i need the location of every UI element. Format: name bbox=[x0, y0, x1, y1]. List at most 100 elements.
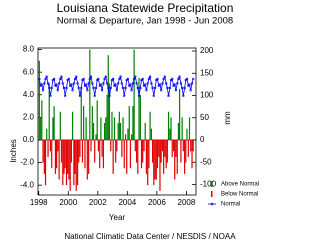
bar bbox=[78, 139, 80, 163]
bar bbox=[105, 117, 107, 140]
normal-point bbox=[164, 82, 168, 85]
bar bbox=[57, 139, 59, 152]
normal-point bbox=[174, 89, 178, 92]
normal-point bbox=[159, 89, 163, 92]
bar bbox=[171, 139, 173, 157]
bar bbox=[129, 139, 132, 169]
bar bbox=[80, 89, 82, 140]
normal-point bbox=[182, 94, 185, 98]
bar bbox=[62, 139, 64, 186]
normal-point bbox=[132, 77, 136, 81]
bar bbox=[180, 139, 182, 163]
bar bbox=[119, 123, 122, 140]
bar bbox=[73, 139, 75, 186]
normal-point bbox=[151, 86, 154, 90]
legend-swatch bbox=[211, 191, 213, 197]
legend-label: Normal bbox=[221, 202, 240, 208]
bar bbox=[88, 139, 90, 174]
normal-point bbox=[167, 94, 170, 98]
bar bbox=[90, 139, 92, 152]
bar bbox=[159, 139, 161, 191]
bar bbox=[132, 106, 134, 140]
normal-point bbox=[166, 86, 169, 90]
bar bbox=[83, 106, 85, 140]
normal-point bbox=[38, 77, 41, 81]
normal-point bbox=[86, 89, 89, 92]
normal-point bbox=[163, 75, 167, 78]
chart-subtitle: Normal & Departure, Jan 1998 - Jun 2008 bbox=[57, 16, 233, 27]
legend-swatch bbox=[210, 202, 214, 206]
bar bbox=[49, 139, 52, 152]
normal-point bbox=[114, 83, 117, 86]
normal-point bbox=[176, 82, 179, 85]
bar bbox=[110, 139, 112, 152]
normal-point bbox=[135, 82, 138, 85]
normal-point bbox=[137, 94, 141, 98]
bar bbox=[102, 139, 105, 169]
bar bbox=[177, 123, 180, 140]
bar bbox=[108, 83, 111, 140]
normal-point bbox=[105, 82, 109, 85]
normal-point bbox=[80, 86, 83, 90]
normal-point bbox=[126, 77, 130, 81]
normal-point bbox=[179, 82, 183, 85]
y2-tick-label: -100 bbox=[200, 180, 217, 189]
normal-point bbox=[100, 89, 104, 92]
bar bbox=[68, 139, 70, 180]
bar bbox=[94, 139, 96, 163]
x-tick-label: 2008 bbox=[178, 198, 196, 207]
y2-axis-label: mm bbox=[223, 111, 232, 125]
y-tick-label: 2.0 bbox=[23, 112, 35, 121]
bar bbox=[138, 77, 140, 140]
normal-point bbox=[52, 77, 56, 81]
normal-point bbox=[118, 77, 121, 81]
bar bbox=[43, 139, 45, 174]
normal-point bbox=[46, 82, 50, 85]
normal-point bbox=[158, 83, 162, 86]
bar bbox=[46, 128, 48, 140]
normal-point bbox=[162, 77, 165, 81]
normal-point bbox=[89, 75, 93, 78]
bar bbox=[187, 139, 189, 157]
normal-point bbox=[76, 82, 79, 85]
normal-point bbox=[152, 94, 155, 98]
normal-point bbox=[120, 82, 124, 85]
normal-point bbox=[124, 86, 127, 90]
bar bbox=[92, 123, 95, 140]
normal-point bbox=[45, 75, 48, 78]
bar bbox=[167, 111, 170, 140]
bar bbox=[147, 139, 149, 186]
normal-point bbox=[70, 83, 73, 86]
normal-point bbox=[94, 86, 98, 90]
bar bbox=[58, 139, 60, 180]
bar bbox=[181, 117, 183, 140]
normal-point bbox=[145, 89, 148, 92]
bar bbox=[38, 60, 40, 140]
normal-point bbox=[121, 86, 125, 90]
bar bbox=[156, 139, 159, 169]
bar bbox=[126, 139, 128, 174]
normal-point bbox=[156, 77, 159, 81]
bar bbox=[166, 139, 168, 163]
bar bbox=[74, 139, 76, 174]
y-tick-label: 6.0 bbox=[23, 67, 35, 76]
normal-point bbox=[177, 77, 180, 81]
normal-point bbox=[153, 86, 157, 90]
normal-point bbox=[48, 86, 51, 90]
bar bbox=[148, 139, 150, 169]
bar bbox=[172, 139, 175, 152]
y2-tick-label: 50 bbox=[200, 113, 209, 122]
bar bbox=[142, 139, 144, 163]
normal-point bbox=[60, 75, 63, 78]
normal-point bbox=[82, 77, 85, 81]
normal-point bbox=[190, 82, 194, 85]
bar bbox=[85, 117, 87, 140]
bar bbox=[160, 139, 162, 163]
normal-line bbox=[38, 75, 194, 96]
bar bbox=[161, 139, 164, 152]
bar bbox=[60, 139, 63, 163]
plot-frame bbox=[37, 47, 197, 196]
source-note: National Climatic Data Center / NESDIS /… bbox=[64, 232, 236, 241]
x-tick-label: 2004 bbox=[118, 198, 136, 207]
bar bbox=[91, 106, 93, 140]
